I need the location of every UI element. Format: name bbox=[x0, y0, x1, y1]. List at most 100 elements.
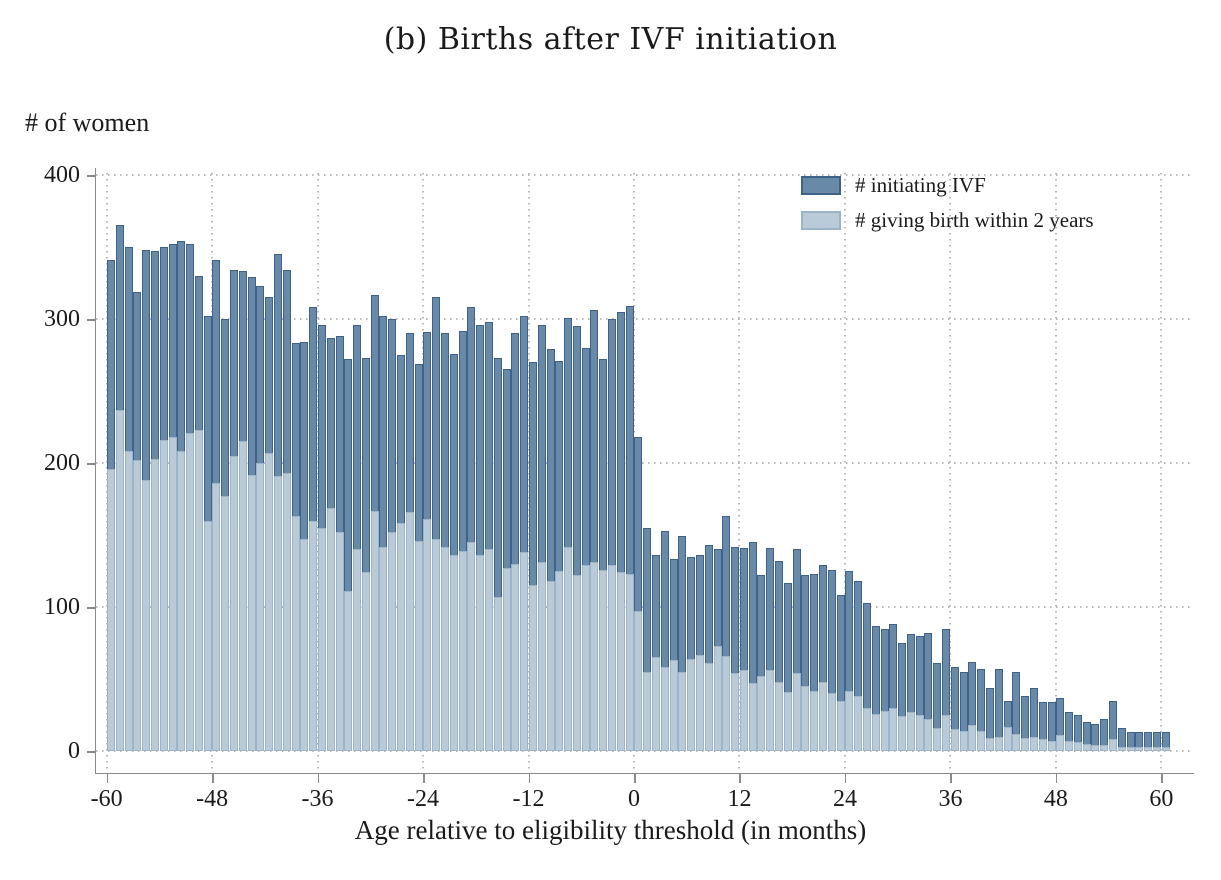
bar-giving-birth-month--52 bbox=[177, 451, 186, 751]
bar-giving-birth-month-33 bbox=[924, 719, 933, 751]
bar-giving-birth-month-4 bbox=[669, 660, 678, 751]
bar-giving-birth-month--43 bbox=[256, 463, 265, 751]
legend-swatch-initiating-ivf bbox=[801, 175, 841, 195]
bar-giving-birth-month-7 bbox=[695, 654, 704, 751]
bar-giving-birth-month--33 bbox=[344, 591, 353, 751]
x-tick--12 bbox=[528, 774, 531, 783]
bar-giving-birth-month-38 bbox=[968, 725, 977, 751]
bar-giving-birth-month-3 bbox=[660, 667, 669, 751]
bar-giving-birth-month--31 bbox=[361, 572, 370, 751]
bar-giving-birth-month--17 bbox=[484, 549, 493, 751]
plot-area: 0 100 200 300 400 -60 -48 -36 -24 -12 0 12 24 36 48 60 … bbox=[44, 163, 1194, 811]
bar-giving-birth-month-24 bbox=[845, 690, 854, 751]
bar-giving-birth-month--30 bbox=[370, 510, 379, 751]
bar-giving-birth-month-35 bbox=[942, 715, 951, 751]
bar-giving-birth-month-27 bbox=[871, 713, 880, 751]
bar-giving-birth-month--28 bbox=[388, 532, 397, 751]
x-tick-24 bbox=[844, 774, 847, 783]
bar-giving-birth-month--12 bbox=[528, 585, 537, 751]
bar-giving-birth-month-9 bbox=[713, 645, 722, 751]
bar-giving-birth-month-17 bbox=[783, 691, 792, 751]
bar-giving-birth-month-39 bbox=[977, 730, 986, 751]
bar-giving-birth-month-49 bbox=[1065, 740, 1074, 751]
bar-giving-birth-month--25 bbox=[414, 540, 423, 751]
x-tick-label--60: -60 bbox=[90, 786, 123, 812]
x-tick-label-0: 0 bbox=[628, 786, 640, 812]
x-tick--60 bbox=[106, 774, 109, 783]
x-tick-label-48: 48 bbox=[1043, 786, 1068, 812]
bar-giving-birth-month--7 bbox=[572, 575, 581, 751]
bar-giving-birth-month-16 bbox=[775, 681, 784, 751]
bar-giving-birth-month-28 bbox=[880, 710, 889, 751]
bar-giving-birth-month--41 bbox=[274, 475, 282, 751]
gridline-x-36 bbox=[949, 173, 952, 773]
y-tick-0 bbox=[87, 751, 96, 753]
x-tick-36 bbox=[950, 774, 952, 783]
legend-row-initiating-ivf: # initiating IVF bbox=[801, 174, 1094, 196]
bar-giving-birth-month--4 bbox=[599, 569, 608, 751]
bar-giving-birth-month-41 bbox=[994, 736, 1003, 751]
y-tick-100 bbox=[87, 607, 96, 609]
bar-giving-birth-month--51 bbox=[186, 432, 195, 751]
y-tick-label-200: 200 bbox=[44, 450, 80, 476]
x-axis-title: Age relative to eligibility threshold (i… bbox=[354, 815, 867, 845]
bar-giving-birth-month--18 bbox=[476, 555, 485, 751]
bar-giving-birth-month-19 bbox=[801, 686, 810, 751]
bar-giving-birth-month-29 bbox=[889, 707, 898, 751]
gridline-x--60 bbox=[105, 173, 108, 773]
x-tick-label--36: -36 bbox=[301, 786, 334, 812]
bar-giving-birth-month--48 bbox=[212, 483, 221, 751]
bar-giving-birth-month--53 bbox=[168, 437, 177, 751]
bar-giving-birth-month--54 bbox=[159, 439, 168, 751]
x-tick-label--24: -24 bbox=[407, 786, 440, 812]
gridline-y-200 bbox=[96, 462, 1194, 464]
bar-giving-birth-month-57 bbox=[1135, 746, 1144, 751]
bar-giving-birth-month-11 bbox=[731, 673, 740, 751]
bar-giving-birth-month--55 bbox=[150, 458, 159, 751]
bar-giving-birth-month-31 bbox=[906, 712, 915, 751]
gridline-x--48 bbox=[211, 173, 214, 773]
bar-giving-birth-month-10 bbox=[722, 655, 731, 751]
x-tick-label-24: 24 bbox=[832, 786, 857, 812]
x-tick--24 bbox=[423, 774, 425, 783]
bar-giving-birth-month-8 bbox=[704, 663, 713, 751]
bar-giving-birth-month--3 bbox=[608, 565, 617, 751]
gridline-x--12 bbox=[527, 173, 530, 773]
x-tick-12 bbox=[739, 774, 741, 783]
bar-giving-birth-month-59 bbox=[1153, 746, 1161, 751]
bar-giving-birth-month--10 bbox=[546, 581, 555, 751]
figure-title: (b) Births after IVF initiation bbox=[383, 22, 838, 57]
bar-giving-birth-month-14 bbox=[757, 676, 766, 751]
bar-giving-birth-month-23 bbox=[836, 700, 845, 751]
bar-giving-birth-month--16 bbox=[493, 596, 502, 751]
bar-giving-birth-month-48 bbox=[1056, 735, 1065, 751]
bar-giving-birth-month--5 bbox=[590, 562, 599, 751]
bar-giving-birth-month-34 bbox=[933, 727, 942, 751]
bar-giving-birth-month-18 bbox=[792, 673, 801, 751]
x-tick--36 bbox=[317, 774, 320, 783]
x-tick-label--12: -12 bbox=[512, 786, 545, 812]
bar-giving-birth-month--49 bbox=[203, 520, 212, 751]
bar-giving-birth-month-46 bbox=[1038, 739, 1047, 751]
bar-giving-birth-month--29 bbox=[379, 546, 388, 751]
bar-giving-birth-month-37 bbox=[959, 730, 968, 751]
y-tick-200 bbox=[87, 463, 96, 465]
legend-label-initiating-ivf: # initiating IVF bbox=[855, 173, 986, 197]
bar-giving-birth-month--45 bbox=[238, 441, 247, 751]
bar-giving-birth-month-42 bbox=[1003, 726, 1012, 751]
bar-giving-birth-month--46 bbox=[230, 455, 239, 751]
bar-giving-birth-month-53 bbox=[1100, 745, 1109, 751]
x-tick-48 bbox=[1055, 774, 1058, 783]
x-tick-label-12: 12 bbox=[727, 786, 752, 812]
bar-giving-birth-month--60 bbox=[107, 468, 115, 751]
x-tick-60 bbox=[1161, 774, 1163, 783]
bar-giving-birth-month-1 bbox=[643, 671, 652, 751]
gridline-x--36 bbox=[316, 173, 319, 773]
bar-giving-birth-month--9 bbox=[555, 571, 564, 751]
bar-giving-birth-month--15 bbox=[502, 568, 511, 751]
gridline-y-0 bbox=[96, 750, 1194, 752]
bar-giving-birth-month-6 bbox=[687, 658, 696, 751]
y-tick-300 bbox=[87, 319, 96, 321]
bar-giving-birth-month--6 bbox=[581, 565, 590, 751]
bar-giving-birth-month--58 bbox=[124, 451, 133, 751]
